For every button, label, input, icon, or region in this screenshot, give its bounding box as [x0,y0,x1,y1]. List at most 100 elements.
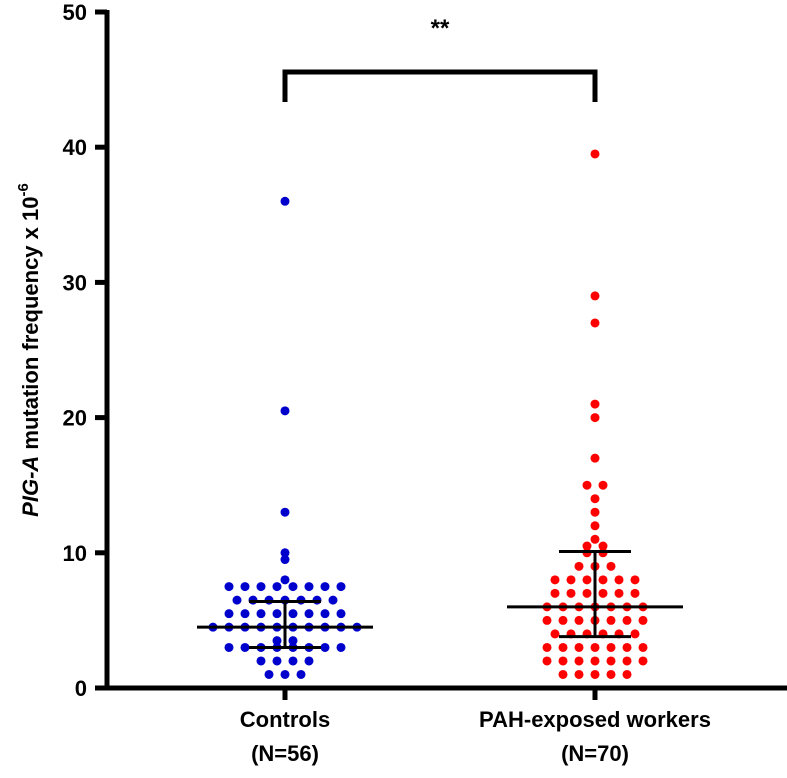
y-axis-title-exponent: -6 [15,183,32,196]
data-point [590,642,600,652]
data-point [598,480,608,490]
data-point [336,609,346,619]
data-point [542,615,552,625]
data-point [558,656,568,666]
x-category-n-label: (N=70) [561,741,629,766]
data-point [630,588,640,598]
data-point [558,669,568,679]
x-axis: Controls (N=56) PAH-exposed workers (N=70) [105,685,787,766]
data-point [224,642,234,652]
data-point [280,507,290,517]
data-points [208,149,648,679]
data-point [336,582,346,592]
data-point [304,656,314,666]
y-tick-label: 0 [75,676,87,701]
data-point [566,575,576,585]
significance-label: ** [431,15,450,42]
data-point [550,575,560,585]
data-point [558,615,568,625]
y-tick-label: 10 [63,541,87,566]
data-point [256,582,266,592]
y-axis: 0 10 20 30 40 50 [63,0,110,701]
x-category-label: Controls [240,707,330,732]
data-point [288,609,298,619]
data-point [574,642,584,652]
data-point [590,318,600,328]
data-point [582,575,592,585]
data-point [582,480,592,490]
data-point [606,642,616,652]
data-point [598,575,608,585]
data-point [606,669,616,679]
data-point [272,636,282,646]
data-point [638,642,648,652]
y-axis-title-text: mutation frequency x 10 [18,197,43,456]
data-point [264,669,274,679]
data-point [574,615,584,625]
data-point [622,656,632,666]
data-point [280,196,290,206]
y-tick-label: 50 [63,0,87,25]
data-point [280,575,290,585]
data-point [240,582,250,592]
data-point [272,609,282,619]
data-point [232,595,242,605]
data-point [598,588,608,598]
data-point [542,656,552,666]
data-point [542,642,552,652]
data-point [328,595,338,605]
data-point [280,669,290,679]
y-tick-label: 20 [63,406,87,431]
data-point [590,521,600,531]
data-point [638,615,648,625]
data-point [582,541,592,551]
data-point [574,561,584,571]
data-point [606,561,616,571]
significance-annotation: ** [282,15,598,102]
data-point [304,609,314,619]
data-point [630,575,640,585]
data-point [622,615,632,625]
data-point [606,615,616,625]
y-tick-label: 30 [63,270,87,295]
data-point [558,642,568,652]
data-point [320,582,330,592]
data-point [574,669,584,679]
data-point [240,609,250,619]
data-point [304,582,314,592]
y-tick-label: 40 [63,135,87,160]
data-point [320,642,330,652]
data-point [590,656,600,666]
data-point [590,669,600,679]
data-point [336,642,346,652]
data-point [590,399,600,409]
data-point [288,582,298,592]
data-point [614,575,624,585]
x-category-n-label: (N=56) [251,741,319,766]
data-point [550,629,560,639]
data-point [598,541,608,551]
data-point [614,588,624,598]
data-point [280,555,290,565]
data-point [280,406,290,416]
significance-bracket [282,69,598,102]
data-point [630,629,640,639]
data-point [590,413,600,423]
data-point [256,656,266,666]
data-point [224,582,234,592]
data-point [590,507,600,517]
median-iqr-bars [197,549,683,649]
y-axis-title: PIG-A mutation frequency x 10-6 [15,183,43,517]
data-point [590,534,600,544]
data-point [574,656,584,666]
data-point [256,609,266,619]
data-point [606,656,616,666]
data-point [296,669,306,679]
data-point [272,656,282,666]
data-point [622,669,632,679]
data-point [288,656,298,666]
data-point [622,642,632,652]
data-point [320,609,330,619]
data-point [272,582,282,592]
